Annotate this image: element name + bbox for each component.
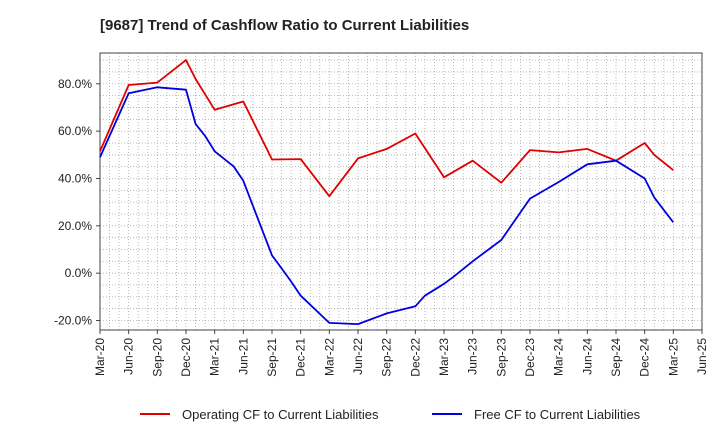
x-tick-label: Jun-25 <box>695 338 709 375</box>
x-tick-label: Mar-23 <box>437 338 451 376</box>
y-tick-label: 40.0% <box>58 171 92 185</box>
x-tick-label: Mar-21 <box>208 338 222 376</box>
x-tick-label: Sep-24 <box>609 338 623 377</box>
x-tick-label: Mar-22 <box>322 338 336 376</box>
x-tick-label: Dec-24 <box>638 338 652 377</box>
x-tick-label: Mar-24 <box>552 338 566 376</box>
x-tick-label: Sep-20 <box>150 338 164 377</box>
plot-frame <box>99 52 703 331</box>
y-tick-label: -20.0% <box>54 314 92 328</box>
x-axis: Mar-20 Jun-20 Sep-20 Dec-20 Mar-21 Jun-21 Sep-… <box>93 330 709 377</box>
series-line-free-cf <box>99 86 675 326</box>
x-tick-label: Mar-25 <box>666 338 680 376</box>
legend-label: Operating CF to Current Liabilities <box>182 407 379 422</box>
x-tick-label: Dec-23 <box>523 338 537 377</box>
x-tick-label: Jun-20 <box>122 338 136 375</box>
legend: Operating CF to Current Liabilities Free … <box>140 407 641 422</box>
y-tick-label: 80.0% <box>58 77 92 91</box>
x-tick-label: Dec-22 <box>408 338 422 377</box>
x-tick-label: Jun-21 <box>236 338 250 375</box>
x-tick-label: Jun-22 <box>351 338 365 375</box>
x-tick-label: Jun-24 <box>580 338 594 375</box>
legend-label: Free CF to Current Liabilities <box>474 407 641 422</box>
x-tick-label: Dec-21 <box>294 338 308 377</box>
x-tick-label: Sep-22 <box>380 338 394 377</box>
x-tick-label: Mar-20 <box>93 338 107 376</box>
x-tick-label: Jun-23 <box>466 338 480 375</box>
y-axis: -20.0% 0.0% 20.0% 40.0% 60.0% 80.0% <box>54 77 100 328</box>
x-tick-label: Dec-20 <box>179 338 193 377</box>
x-tick-label: Sep-23 <box>494 338 508 377</box>
series-line-operating-cf <box>99 59 674 198</box>
chart-title: [9687] Trend of Cashflow Ratio to Curren… <box>100 17 469 34</box>
plot-area <box>99 52 703 331</box>
plot-background <box>100 53 702 330</box>
y-tick-label: 0.0% <box>65 266 93 280</box>
x-tick-label: Sep-21 <box>265 338 279 377</box>
y-tick-label: 20.0% <box>58 219 92 233</box>
y-tick-label: 60.0% <box>58 124 92 138</box>
series-layer <box>99 59 675 326</box>
